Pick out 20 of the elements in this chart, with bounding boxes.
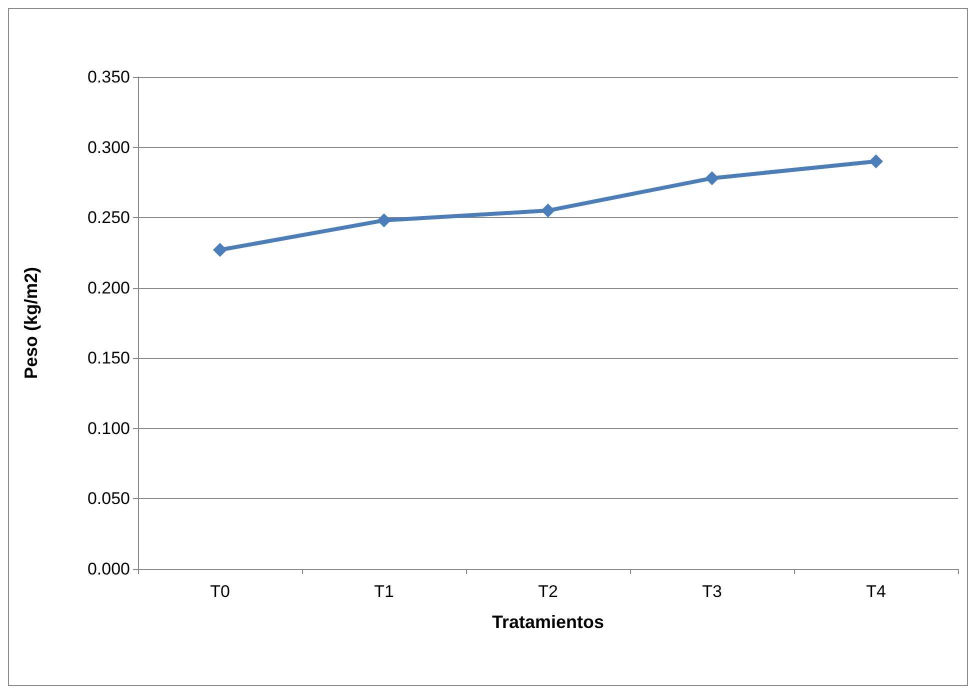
y-tick-label: 0.000 <box>87 560 130 578</box>
point <box>377 213 391 228</box>
y-tick-label: 0.200 <box>87 278 130 298</box>
x-tick-label: T3 <box>702 582 722 601</box>
y-axis-title: Peso (kg/m2) <box>21 266 41 380</box>
point <box>869 154 883 168</box>
x-tick-label: T2 <box>538 582 558 601</box>
y-tick-label: 0.350 <box>87 68 130 86</box>
x-tick-label: T1 <box>374 582 394 601</box>
point <box>213 242 227 257</box>
x-tick-label: T0 <box>210 582 230 601</box>
y-tick-label: 0.100 <box>87 418 130 438</box>
y-tick-label: 0.150 <box>87 348 130 368</box>
y-tick-label: 0.300 <box>87 138 130 157</box>
point <box>705 171 719 186</box>
point <box>541 204 555 218</box>
y-tick-label: 0.050 <box>87 489 130 508</box>
y-tick-label: 0.250 <box>87 208 130 228</box>
x-tick-label: T4 <box>866 582 886 601</box>
x-axis-title: Tratamientos <box>492 612 604 632</box>
